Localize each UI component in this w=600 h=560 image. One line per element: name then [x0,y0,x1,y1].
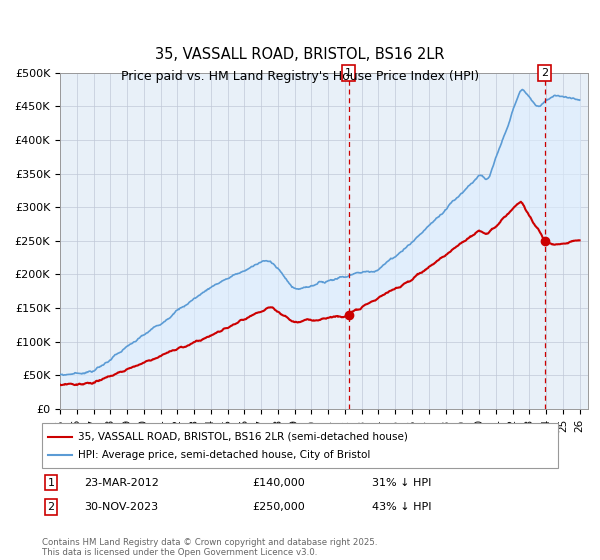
Text: 2: 2 [47,502,55,512]
Text: 30-NOV-2023: 30-NOV-2023 [84,502,158,512]
Text: HPI: Average price, semi-detached house, City of Bristol: HPI: Average price, semi-detached house,… [78,450,370,460]
Text: £140,000: £140,000 [252,478,305,488]
Text: 2: 2 [541,68,548,78]
Text: 43% ↓ HPI: 43% ↓ HPI [372,502,431,512]
Text: 1: 1 [47,478,55,488]
Text: Contains HM Land Registry data © Crown copyright and database right 2025.
This d: Contains HM Land Registry data © Crown c… [42,538,377,557]
Text: 23-MAR-2012: 23-MAR-2012 [84,478,159,488]
Text: 1: 1 [345,68,352,78]
Text: 35, VASSALL ROAD, BRISTOL, BS16 2LR: 35, VASSALL ROAD, BRISTOL, BS16 2LR [155,46,445,62]
Text: 31% ↓ HPI: 31% ↓ HPI [372,478,431,488]
Text: 35, VASSALL ROAD, BRISTOL, BS16 2LR (semi-detached house): 35, VASSALL ROAD, BRISTOL, BS16 2LR (sem… [78,432,408,442]
Text: £250,000: £250,000 [252,502,305,512]
Text: Price paid vs. HM Land Registry's House Price Index (HPI): Price paid vs. HM Land Registry's House … [121,70,479,83]
